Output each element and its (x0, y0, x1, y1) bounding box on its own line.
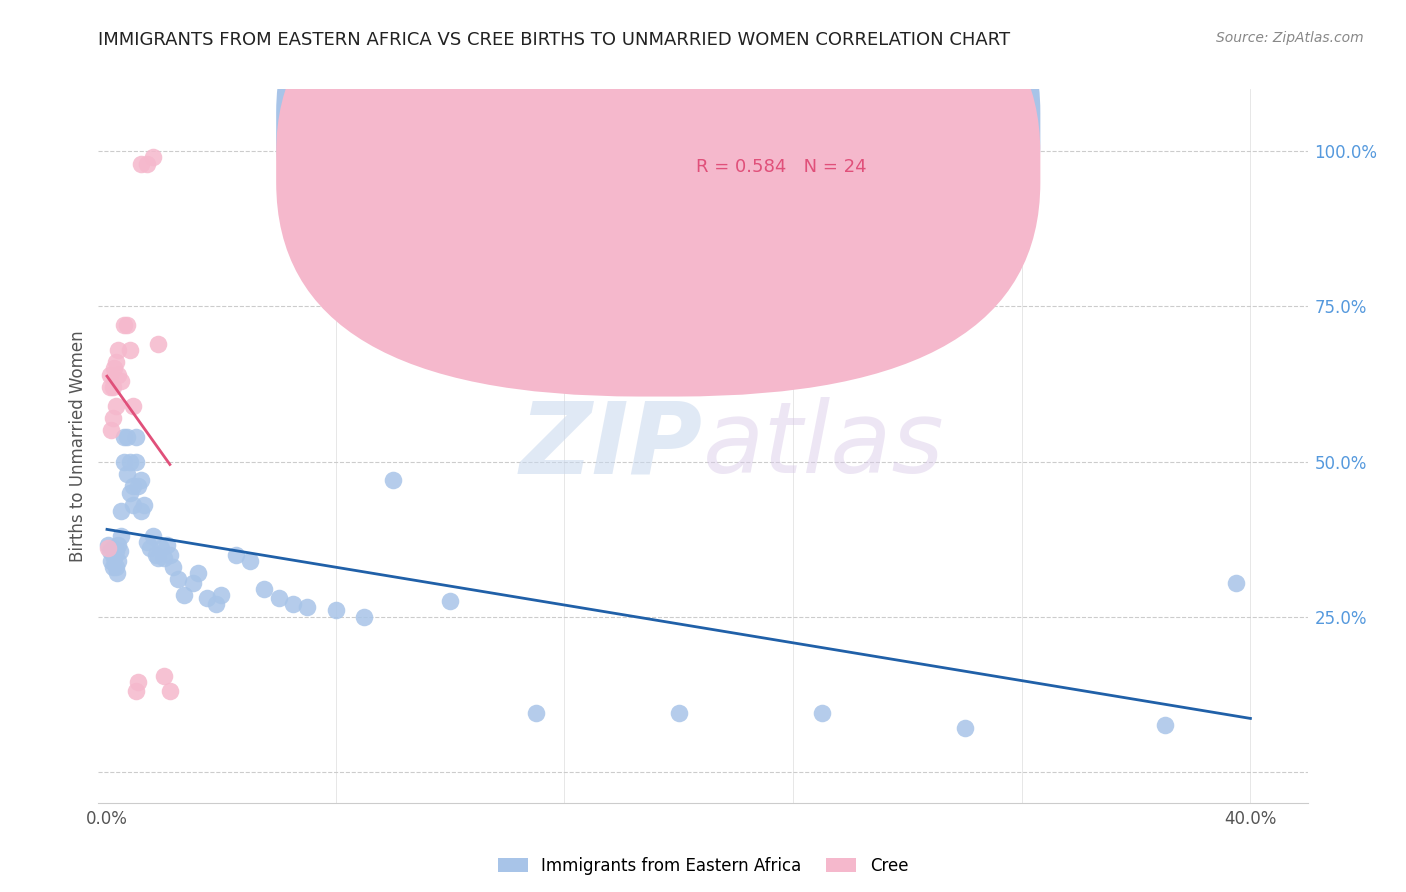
Point (124, 454, 146, 468)
Point (281, 597, 304, 611)
Point (267, 591, 290, 605)
Point (124, 684, 146, 698)
Point (136, 535, 159, 549)
Point (204, 597, 226, 611)
Point (162, 560, 184, 574)
Point (115, 318, 138, 332)
Point (142, 529, 165, 543)
Point (121, 498, 143, 512)
Point (118, 343, 141, 357)
Point (187, 566, 209, 581)
Point (110, 504, 132, 518)
Point (136, 156, 159, 170)
Point (107, 538, 129, 552)
Point (153, 668, 176, 682)
Point (145, 548, 167, 562)
Point (112, 318, 135, 332)
Point (139, 541, 162, 556)
Point (325, 603, 347, 617)
Point (100, 424, 122, 438)
Point (148, 336, 170, 351)
Point (101, 380, 124, 394)
Point (181, 575, 204, 590)
Point (295, 600, 318, 615)
Point (105, 566, 128, 581)
Point (101, 411, 124, 425)
Point (225, 548, 247, 562)
Point (153, 550, 176, 565)
Point (129, 156, 152, 170)
Point (97, 541, 120, 556)
Point (98, 544, 121, 558)
Point (1153, 718, 1175, 732)
Point (104, 399, 127, 413)
FancyBboxPatch shape (619, 100, 969, 203)
Point (195, 591, 218, 605)
Point (103, 361, 125, 376)
Text: R = 0.584   N = 24: R = 0.584 N = 24 (696, 159, 866, 177)
Point (121, 399, 143, 413)
Point (353, 609, 375, 624)
Point (108, 544, 131, 558)
Point (104, 544, 127, 558)
Text: atlas: atlas (703, 398, 945, 494)
Point (98, 380, 121, 394)
Point (107, 368, 129, 382)
Point (239, 554, 262, 568)
Point (100, 554, 122, 568)
Point (104, 560, 127, 574)
Point (810, 706, 832, 720)
Point (209, 588, 232, 602)
Point (668, 706, 690, 720)
Point (112, 454, 135, 468)
Point (167, 573, 190, 587)
Point (953, 722, 976, 736)
Point (115, 430, 138, 444)
Point (142, 151, 165, 165)
Point (127, 674, 149, 689)
Point (124, 430, 146, 444)
Point (97, 538, 120, 552)
Point (148, 550, 170, 565)
Point (439, 594, 461, 608)
Point (381, 473, 404, 487)
Point (134, 498, 156, 512)
Text: Source: ZipAtlas.com: Source: ZipAtlas.com (1216, 31, 1364, 45)
Y-axis label: Births to Unmarried Women: Births to Unmarried Women (69, 330, 87, 562)
Legend: Immigrants from Eastern Africa, Cree: Immigrants from Eastern Africa, Cree (498, 856, 908, 875)
Point (118, 485, 141, 500)
Point (104, 355, 127, 369)
FancyBboxPatch shape (276, 0, 1040, 397)
Point (156, 538, 179, 552)
FancyBboxPatch shape (276, 0, 1040, 356)
Point (110, 374, 132, 388)
Point (107, 343, 129, 357)
Point (482, 290, 505, 304)
Point (129, 473, 152, 487)
Point (115, 467, 138, 481)
Point (101, 560, 124, 574)
Point (107, 554, 129, 568)
Point (127, 479, 149, 493)
Point (159, 548, 181, 562)
Point (1225, 575, 1247, 590)
Text: R = 0.019   N = 62: R = 0.019 N = 62 (696, 118, 866, 136)
Point (121, 479, 143, 493)
Point (112, 430, 135, 444)
Point (103, 550, 125, 565)
Point (150, 541, 173, 556)
Point (98, 368, 121, 382)
Point (524, 706, 547, 720)
Point (159, 684, 181, 698)
Text: IMMIGRANTS FROM EASTERN AFRICA VS CREE BIRTHS TO UNMARRIED WOMEN CORRELATION CHA: IMMIGRANTS FROM EASTERN AFRICA VS CREE B… (98, 31, 1011, 49)
Point (129, 504, 152, 518)
Point (173, 588, 195, 602)
Point (118, 454, 141, 468)
Point (253, 582, 276, 596)
Point (101, 541, 124, 556)
Text: ZIP: ZIP (520, 398, 703, 494)
Point (110, 529, 132, 543)
